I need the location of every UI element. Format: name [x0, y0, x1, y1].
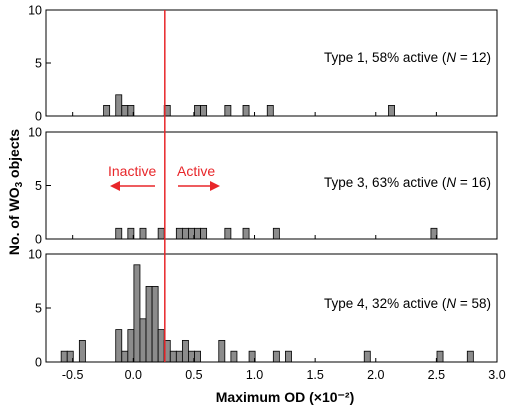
histogram-bar [200, 227, 208, 240]
histogram-bar [139, 318, 147, 363]
legend-tail: = 16) [456, 175, 491, 190]
x-axis-ticks: -0.5 0.0 0.5 1.0 1.5 2.0 2.5 3.0 [62, 368, 506, 382]
legend-main: Type 3, 63% active ( [324, 175, 447, 190]
histogram-bar [103, 105, 111, 117]
legend-main: Type 4, 32% active ( [324, 296, 447, 311]
y-axis-title-rest: objects [6, 129, 22, 182]
histogram-bar [115, 94, 123, 117]
histogram-bar [181, 339, 189, 363]
x-tick-label: 0.0 [125, 368, 142, 382]
histogram-bar [121, 350, 129, 363]
histogram-bar [115, 329, 123, 363]
y-tick-label: 0 [35, 233, 42, 247]
legend-tail: = 12) [456, 50, 491, 65]
histogram-bar [145, 285, 153, 363]
y-axis-title: No. of WO3 objects [6, 129, 25, 255]
panel-legend: Type 3, 63% active (N = 16) [324, 175, 491, 190]
histogram-bar [242, 227, 250, 240]
histogram-bar [224, 227, 232, 240]
x-tick-label: 0.5 [185, 368, 202, 382]
histogram-bar [200, 105, 208, 117]
panel-1: 0 5 10 Type 1, 58% active (N = 12) [28, 4, 498, 124]
panel-3: 0 5 10 Type 4, 32% active (N = 58) [28, 248, 498, 370]
histogram-bar [224, 105, 232, 117]
y-tick-label: 0 [35, 356, 42, 370]
active-arrow-head [210, 181, 220, 191]
y-tick-label: 5 [35, 57, 42, 71]
histogram-bar [139, 227, 147, 240]
histogram-bar [194, 105, 201, 117]
legend-n: N [446, 296, 456, 311]
histogram-bar [121, 105, 129, 117]
histogram-bar [127, 329, 135, 363]
histogram-bar [194, 350, 201, 363]
histogram-bar [230, 350, 238, 363]
histogram-bar [436, 350, 444, 363]
x-tick-label: 1.5 [306, 368, 323, 382]
histogram-bar [78, 339, 86, 363]
histogram-bar [151, 285, 159, 363]
panel-2: 0 5 10 Type 3, 63% active (N = 16) [28, 126, 498, 247]
legend-tail: = 58) [456, 296, 491, 311]
legend-main: Type 1, 58% active ( [324, 50, 447, 65]
y-tick-label: 5 [35, 302, 42, 316]
histogram-bar [175, 227, 183, 240]
histogram-bar [157, 227, 165, 240]
panel-legend: Type 1, 58% active (N = 12) [324, 50, 491, 65]
histogram-bar [60, 350, 68, 363]
x-tick-label: 2.5 [428, 368, 445, 382]
histogram-bar [175, 350, 183, 363]
histogram-bar [115, 227, 123, 240]
histogram-bar [272, 227, 280, 240]
histogram-bar [218, 339, 226, 363]
inactive-label: Inactive [108, 163, 156, 179]
y-tick-label: 10 [28, 126, 42, 140]
y-axis-title-subscript: 3 [14, 181, 25, 187]
histogram-bar [157, 329, 165, 363]
histogram-bar [388, 105, 395, 117]
histogram-bar [272, 350, 280, 363]
histogram-bar [181, 227, 189, 240]
legend-n: N [446, 50, 456, 65]
x-tick-label: 2.0 [367, 368, 384, 382]
x-tick-label: 3.0 [488, 368, 505, 382]
histogram-bar [169, 350, 177, 363]
active-label: Active [177, 163, 215, 179]
legend-n: N [446, 175, 456, 190]
histogram-bar [363, 350, 371, 363]
histogram-bar [466, 350, 474, 363]
y-tick-label: 10 [28, 248, 42, 262]
histogram-bar [194, 227, 201, 240]
activity-annotations: Inactive Active [108, 163, 220, 191]
x-tick-label: -0.5 [62, 368, 84, 382]
x-axis-title: Maximum OD (×10⁻²) [216, 389, 354, 405]
histogram-bar [133, 264, 141, 363]
x-tick-label: 1.0 [246, 368, 263, 382]
histogram-bar [285, 350, 292, 363]
histogram-bar [242, 105, 250, 117]
histogram-bar [266, 105, 274, 117]
panel-legend: Type 4, 32% active (N = 58) [324, 296, 491, 311]
inactive-arrow-head [110, 181, 120, 191]
y-tick-label: 5 [35, 179, 42, 193]
y-tick-label: 10 [28, 4, 42, 18]
y-tick-label: 0 [35, 110, 42, 124]
